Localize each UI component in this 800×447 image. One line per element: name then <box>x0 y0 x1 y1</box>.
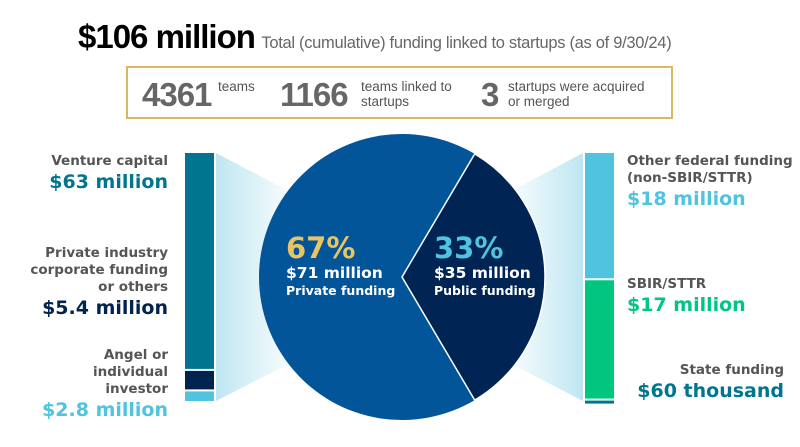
pie-slice-private <box>259 134 475 421</box>
total-funding: $106 million <box>78 18 256 55</box>
stat-acquired-value: 3 <box>481 76 499 113</box>
bar-segment-venture-capital <box>185 153 214 369</box>
state-label: State funding $60 thousand <box>614 362 784 403</box>
public-percent: 33% <box>434 231 504 265</box>
bar-segment-state-funding <box>585 400 614 404</box>
public-breakdown-bar <box>585 153 614 404</box>
stat-acquired-label: startups were acquired or merged <box>508 79 645 109</box>
stats-box: 4361 teams 1166 teams linked to startups… <box>126 66 673 119</box>
federal-amount: $18 million <box>627 188 746 210</box>
headline: $106 million Total (cumulative) funding … <box>78 18 672 56</box>
public-name: Public funding <box>434 283 536 298</box>
stat-linked-label: teams linked to startups <box>361 79 452 109</box>
corporate-amount: $5.4 million <box>42 297 168 319</box>
total-funding-description: Total (cumulative) funding linked to sta… <box>261 34 672 52</box>
bar-segment-private-industry-corporate-funding-or-others <box>185 370 214 390</box>
angel-label: Angel or individual investor $2.8 millio… <box>38 347 168 422</box>
state-name: State funding <box>679 362 784 378</box>
bar-segment-sbir-sttr <box>585 280 614 399</box>
federal-name: Other federal funding (non-SBIR/STTR) <box>627 153 793 186</box>
bar-segment-other-federal-funding-non-sbir-sttr- <box>585 153 614 279</box>
pie <box>259 134 546 421</box>
sbir-name: SBIR/STTR <box>627 276 707 292</box>
public-slice-label: 33% $35 million Public funding <box>434 232 536 298</box>
venture-name: Venture capital <box>51 153 168 169</box>
bar-segment-angel-or-individual-investor <box>185 391 214 401</box>
state-amount: $60 thousand <box>637 380 784 402</box>
federal-label: Other federal funding (non-SBIR/STTR) $1… <box>627 153 797 211</box>
private-amount: $71 million <box>286 264 383 282</box>
stat-linked-value: 1166 <box>280 76 349 113</box>
sbir-label: SBIR/STTR $17 million <box>627 276 797 317</box>
stat-teams-value: 4361 <box>142 76 212 113</box>
pie-slice-public <box>401 152 546 402</box>
angel-amount: $2.8 million <box>42 399 168 421</box>
stat-teams-label: teams <box>218 79 255 94</box>
public-amount: $35 million <box>434 264 531 282</box>
corporate-name: Private industry corporate funding or ot… <box>30 245 168 295</box>
private-breakdown-bar <box>185 153 214 401</box>
sbir-amount: $17 million <box>627 294 746 316</box>
venture-amount: $63 million <box>49 171 168 193</box>
private-slice-label: 67% $71 million Private funding <box>286 232 395 298</box>
corporate-label: Private industry corporate funding or ot… <box>28 245 168 320</box>
private-name: Private funding <box>286 283 396 298</box>
angel-name: Angel or individual investor <box>93 347 168 397</box>
venture-label: Venture capital $63 million <box>0 153 168 194</box>
private-percent: 67% <box>286 231 356 265</box>
